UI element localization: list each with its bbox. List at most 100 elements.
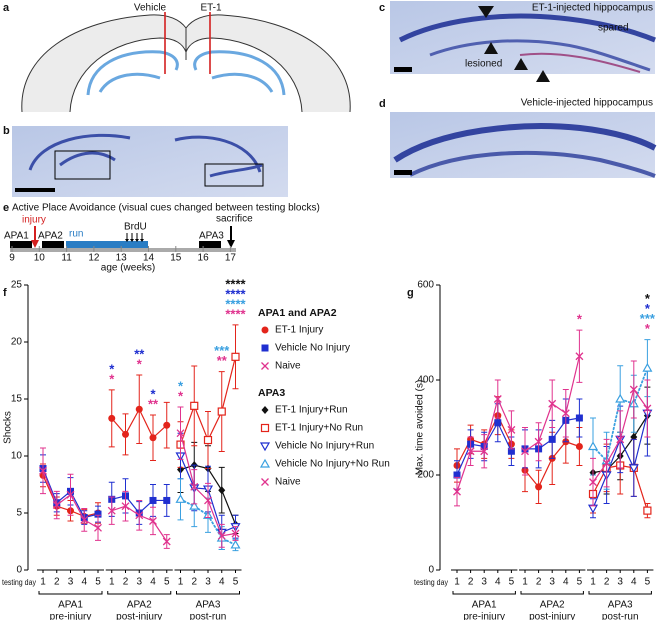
x-tick-label: 3 [617, 577, 623, 588]
marker [643, 404, 652, 413]
timeline-week: 13 [116, 253, 128, 264]
marker [217, 407, 226, 416]
timeline-week: 15 [170, 253, 182, 264]
group-label: post-injury [529, 612, 575, 620]
timeline [10, 226, 236, 252]
marker [176, 429, 185, 438]
marker [80, 515, 89, 524]
x-axis-label: testing day [414, 578, 448, 587]
histology-d [390, 112, 657, 178]
significance: *** [214, 343, 230, 358]
significance: **** [225, 286, 246, 301]
significance: ** [148, 396, 159, 411]
y-tick-label: 15 [11, 394, 23, 405]
marker [218, 486, 226, 495]
y-tick-label: 10 [11, 451, 23, 462]
x-tick-label: 3 [549, 577, 555, 588]
marker [602, 459, 611, 468]
marker [561, 409, 570, 418]
x-tick-label: 5 [164, 577, 170, 588]
group-name: APA1 [58, 600, 83, 611]
panel-label: a [3, 2, 10, 14]
marker [175, 494, 186, 503]
significance: * [645, 291, 651, 306]
x-tick-label: 1 [178, 577, 184, 588]
panel-label: f [3, 287, 7, 299]
marker [94, 523, 102, 532]
marker [261, 406, 269, 414]
significance: **** [225, 296, 246, 311]
marker [629, 385, 638, 394]
marker [108, 414, 116, 422]
marker [575, 414, 583, 422]
marker [121, 502, 130, 511]
marker [453, 487, 461, 496]
marker [643, 506, 652, 515]
marker [66, 490, 75, 499]
legend-entry: ET-1 Injury [275, 325, 323, 336]
timeline-week: 14 [143, 253, 155, 264]
panel-label: b [3, 125, 10, 137]
x-tick-label: 4 [81, 577, 87, 588]
x-tick-label: 5 [645, 577, 651, 588]
x-tick-label: 5 [577, 577, 583, 588]
marker [507, 425, 516, 434]
timeline-label: APA1 [4, 231, 29, 242]
marker [190, 401, 199, 410]
histology-b [12, 126, 288, 197]
marker [122, 430, 129, 438]
x-tick-label: 2 [468, 577, 474, 588]
x-tick-label: 1 [454, 577, 460, 588]
x-tick-label: 5 [233, 577, 239, 588]
x-tick-label: 3 [136, 577, 142, 588]
significance: * [109, 371, 115, 386]
marker [587, 441, 599, 451]
group-bracket [38, 591, 103, 595]
marker [261, 344, 269, 352]
panel-label: g [407, 287, 414, 299]
timeline-week: 11 [61, 253, 72, 264]
group-name: APA3 [196, 600, 221, 611]
x-tick-label: 1 [590, 577, 596, 588]
significance: * [577, 312, 583, 327]
legend-entry: Vehicle No Injury [275, 343, 350, 354]
marker [261, 362, 269, 370]
x-tick-label: 5 [95, 577, 101, 588]
marker [107, 506, 116, 515]
x-tick-label: 4 [631, 577, 637, 588]
schematic-label: Vehicle [134, 3, 167, 14]
legend-entry: Vehicle No Injury+No Run [275, 459, 390, 470]
group-label: pre-injury [463, 612, 505, 620]
x-tick-label: 2 [123, 577, 129, 588]
group-name: APA3 [608, 600, 633, 611]
marker [39, 466, 47, 475]
marker [189, 500, 200, 510]
marker [548, 435, 556, 443]
significance: * [109, 361, 115, 376]
significance: *** [640, 311, 656, 326]
x-tick-label: 2 [54, 577, 60, 588]
significance: * [178, 388, 184, 403]
marker [217, 531, 226, 540]
timeline-axis-label: age (weeks) [101, 263, 155, 274]
x-tick-label: 3 [205, 577, 211, 588]
marker [261, 478, 269, 486]
marker [261, 326, 269, 334]
y-axis-label: Shocks [3, 411, 14, 444]
x-tick-label: 4 [219, 577, 225, 588]
x-tick-label: 5 [509, 577, 515, 588]
x-tick-label: 2 [604, 577, 610, 588]
marker [616, 435, 625, 444]
marker [628, 464, 639, 474]
group-bracket [520, 591, 584, 595]
marker [231, 529, 240, 538]
y-tick-label: 0 [428, 565, 434, 576]
marker [494, 419, 502, 427]
y-tick-label: 400 [417, 375, 434, 386]
marker [203, 435, 213, 445]
group-bracket [588, 591, 652, 595]
legend-title: APA1 and APA2 [258, 307, 337, 319]
marker [231, 352, 240, 361]
series-line [592, 367, 649, 463]
